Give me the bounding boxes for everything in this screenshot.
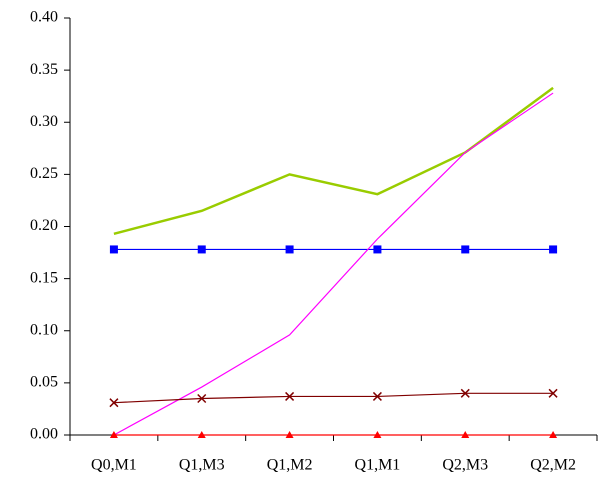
marker [373,431,382,438]
x-tick-label: Q1,M2 [267,457,313,474]
marker [372,391,382,401]
x-tick-label: Q0,M1 [91,457,137,474]
marker [197,431,206,438]
x-tick-label: Q2,M3 [442,457,488,474]
series-line [113,86,554,236]
marker [373,245,382,254]
marker [285,245,294,254]
marker [548,388,558,398]
y-tick-label: 0.20 [30,217,58,234]
marker [460,388,470,398]
marker [109,398,119,408]
marker [109,431,118,438]
marker [461,431,470,438]
y-tick-label: 0.40 [30,9,58,26]
series-line [113,92,554,436]
marker [285,431,294,438]
y-tick-label: 0.35 [30,61,58,78]
marker [197,245,206,254]
y-tick-label: 0.30 [30,113,58,130]
x-tick-label: Q1,M1 [355,457,401,474]
marker [109,245,118,254]
y-tick-label: 0.00 [30,426,58,443]
marker [549,245,558,254]
y-tick-label: 0.05 [30,374,58,391]
y-tick-label: 0.15 [30,269,58,286]
series-line [113,392,554,404]
y-tick-label: 0.10 [30,321,58,338]
x-tick-label: Q1,M3 [179,457,225,474]
marker [197,393,207,404]
marker [285,391,295,401]
x-tick-label: Q2,M2 [530,457,576,474]
marker [461,245,470,254]
marker [549,431,558,438]
y-tick-label: 0.25 [30,165,58,182]
